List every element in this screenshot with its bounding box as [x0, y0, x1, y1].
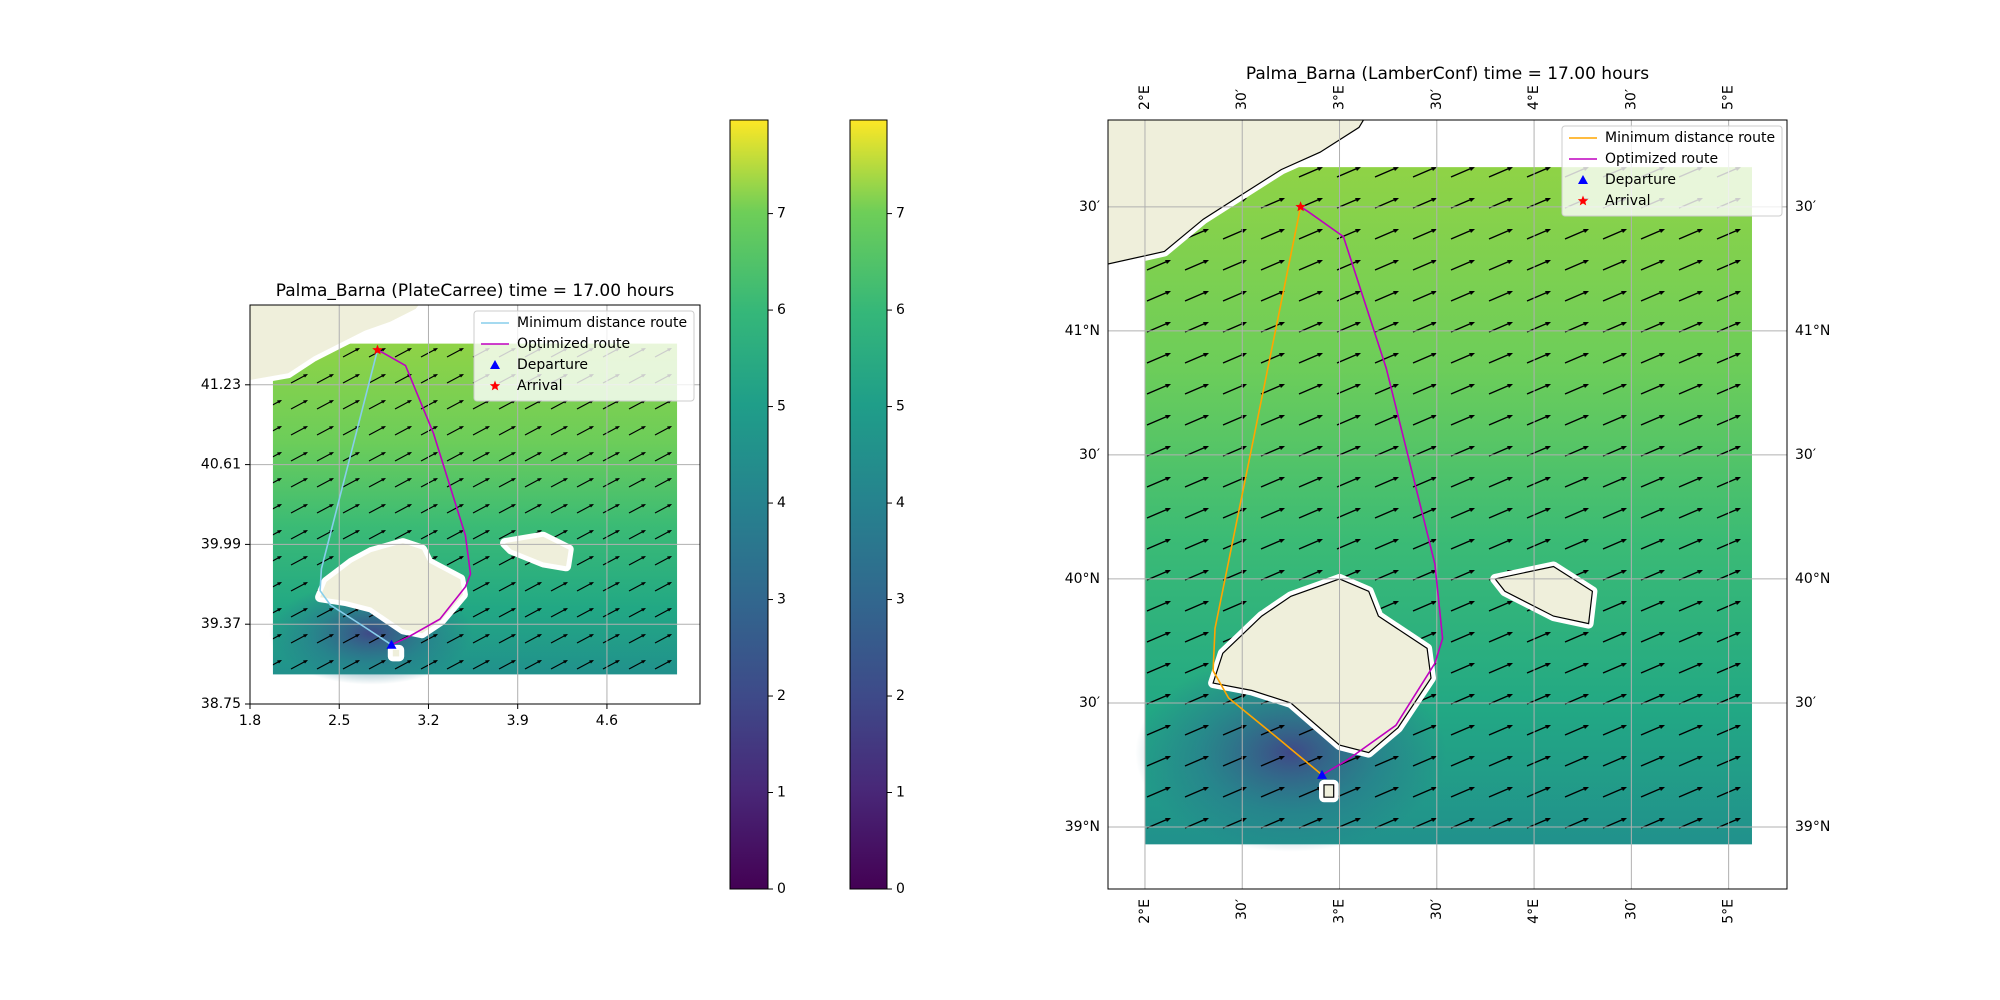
- y-tick-label: 40°N: [1795, 571, 1830, 587]
- colorbar-tick-label: 7: [896, 206, 905, 222]
- colorbar-tick-label: 3: [777, 592, 786, 608]
- legend-box: [1561, 125, 1783, 217]
- y-tick-label: 39.99: [201, 536, 241, 552]
- x-tick-label: 3°E: [1332, 899, 1348, 924]
- wind-arrows: [1144, 167, 1752, 845]
- colorbar-tick-label: 5: [896, 399, 905, 415]
- colorbar-tick-label: 3: [896, 592, 905, 608]
- x-tick-label: 30′: [1234, 89, 1250, 110]
- legend-label: Optimized route: [1605, 151, 1718, 167]
- route-line: [1300, 206, 1444, 776]
- marker-triangle: [1578, 175, 1588, 184]
- y-tick-label: 30′: [1079, 695, 1100, 711]
- y-tick-label: 40°N: [1065, 571, 1100, 587]
- x-tick-label: 3°E: [1332, 85, 1348, 110]
- marker-triangle: [386, 639, 397, 649]
- axes-frame: [249, 304, 701, 705]
- y-tick-label: 40.61: [201, 457, 241, 473]
- x-tick-label: 5°E: [1721, 85, 1737, 110]
- legend-label: Arrival: [1605, 193, 1651, 209]
- x-tick-label: 30′: [1429, 899, 1445, 920]
- colorbar-tick-label: 0: [896, 881, 905, 897]
- land: [250, 305, 419, 380]
- y-tick-label: 30′: [1079, 199, 1100, 215]
- x-tick-label: 1.8: [239, 713, 261, 729]
- x-tick-label: 3.2: [417, 713, 439, 729]
- marker-star: [489, 380, 501, 391]
- colorbar-tick-label: 2: [777, 688, 786, 704]
- marker-star: [372, 344, 383, 355]
- colorbar-tick-label: 7: [777, 206, 786, 222]
- land: [1323, 784, 1335, 798]
- axes-frame: [1107, 119, 1788, 890]
- y-tick-label: 41.23: [201, 377, 241, 393]
- colorbar: [849, 119, 888, 890]
- colorbar-tick-label: 4: [777, 495, 786, 511]
- x-tick-label: 4°E: [1526, 899, 1542, 924]
- route-line: [319, 349, 392, 646]
- x-tick-label: 30′: [1429, 89, 1445, 110]
- y-tick-label: 30′: [1795, 695, 1816, 711]
- x-tick-label: 4°E: [1526, 85, 1542, 110]
- land: [392, 649, 400, 657]
- y-tick-label: 38.75: [201, 696, 241, 712]
- colorbar-tick-label: 0: [777, 881, 786, 897]
- chart-title: Palma_Barna (LamberConf) time = 17.00 ho…: [1246, 64, 1649, 84]
- x-tick-label: 2°E: [1137, 899, 1153, 924]
- legend-box: [473, 310, 695, 402]
- y-tick-label: 30′: [1795, 447, 1816, 463]
- colorbar-tick-label: 5: [777, 399, 786, 415]
- colorbar: [729, 119, 769, 890]
- y-tick-label: 39°N: [1795, 819, 1830, 835]
- x-tick-label: 30′: [1234, 899, 1250, 920]
- land: [1108, 120, 1365, 265]
- colorbar-tick-label: 6: [896, 302, 905, 318]
- colorbar-tick-label: 6: [777, 302, 786, 318]
- chart-title: Palma_Barna (PlateCarree) time = 17.00 h…: [276, 281, 675, 301]
- legend-label: Minimum distance route: [1605, 130, 1775, 146]
- x-tick-label: 30′: [1623, 89, 1639, 110]
- x-tick-label: 2.5: [328, 713, 350, 729]
- land: [1494, 565, 1594, 625]
- land: [320, 543, 463, 634]
- legend-label: Departure: [1605, 172, 1676, 188]
- y-tick-label: 30′: [1079, 447, 1100, 463]
- x-tick-label: 2°E: [1137, 85, 1153, 110]
- route-line: [1212, 206, 1323, 776]
- y-tick-label: 39°N: [1065, 819, 1100, 835]
- colorbar-tick-label: 1: [777, 785, 786, 801]
- x-tick-label: 4.6: [596, 713, 618, 729]
- map-area: [1108, 120, 1787, 889]
- marker-triangle: [490, 360, 500, 369]
- legend-label: Arrival: [517, 378, 563, 394]
- marker-star: [1577, 195, 1589, 206]
- marker-star: [1295, 201, 1306, 212]
- marker-triangle: [1317, 769, 1328, 779]
- colorbar-tick-label: 1: [896, 785, 905, 801]
- y-tick-label: 41°N: [1795, 323, 1830, 339]
- x-tick-label: 3.9: [507, 713, 529, 729]
- x-tick-label: 5°E: [1721, 899, 1737, 924]
- legend-label: Minimum distance route: [517, 315, 687, 331]
- colorbar-tick-label: 4: [896, 495, 905, 511]
- legend-label: Optimized route: [517, 336, 630, 352]
- y-tick-label: 30′: [1795, 199, 1816, 215]
- x-tick-label: 30′: [1623, 899, 1639, 920]
- y-tick-label: 39.37: [201, 616, 241, 632]
- colorbar-tick-label: 2: [896, 688, 905, 704]
- land: [1212, 578, 1432, 754]
- y-tick-label: 41°N: [1065, 323, 1100, 339]
- route-line: [377, 349, 472, 646]
- legend-label: Departure: [517, 357, 588, 373]
